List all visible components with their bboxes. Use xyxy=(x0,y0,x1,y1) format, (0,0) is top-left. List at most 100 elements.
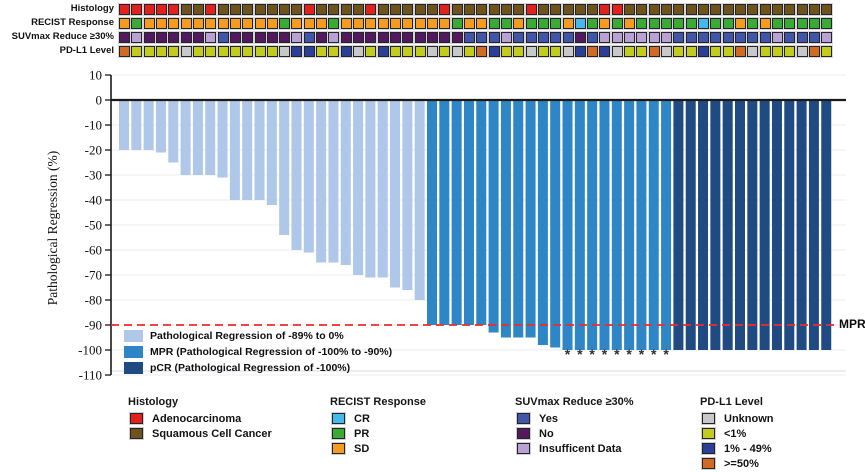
track-cell xyxy=(624,32,636,43)
bar xyxy=(414,101,425,300)
bar xyxy=(119,101,129,150)
swatch-suv-insufficient xyxy=(517,443,530,454)
track-cell xyxy=(488,4,500,15)
track-cell xyxy=(500,4,512,15)
legend-group-pdl1: PD-L1 Level Unknown <1% 1% - 49% >=50% xyxy=(700,396,774,472)
track-cell xyxy=(463,18,475,29)
track-cell xyxy=(291,4,303,15)
bar xyxy=(427,101,437,325)
y-tick-label: -20 xyxy=(85,143,102,158)
bar xyxy=(192,101,203,175)
track-cell xyxy=(439,46,451,57)
track-cell xyxy=(476,4,488,15)
track-cell xyxy=(784,18,796,29)
bar xyxy=(636,101,647,350)
bar xyxy=(439,101,450,325)
y-axis-title: Pathological Regression (%) xyxy=(45,151,60,305)
track-cell xyxy=(611,4,623,15)
legend-group-suvmax: SUVmax Reduce ≥30% Yes No Insufficent Da… xyxy=(515,396,634,458)
swatch-suv-yes xyxy=(517,413,530,424)
track-cell xyxy=(599,18,611,29)
track-cell xyxy=(636,46,648,57)
track-cell xyxy=(624,18,636,29)
track-cell xyxy=(180,4,192,15)
track-cell xyxy=(648,18,660,29)
track-cell xyxy=(266,18,278,29)
track-cell xyxy=(537,18,549,29)
bar xyxy=(747,101,758,350)
track-cell xyxy=(771,18,783,29)
track-cell xyxy=(217,4,229,15)
track-cell xyxy=(722,18,734,29)
track-cell xyxy=(808,46,820,57)
track-cell xyxy=(365,46,377,57)
track-cell xyxy=(427,32,438,43)
bar xyxy=(550,101,561,348)
track-cell xyxy=(698,4,710,15)
track-cell xyxy=(784,46,796,57)
track-cell xyxy=(390,4,402,15)
bar xyxy=(537,101,548,345)
track-cell xyxy=(636,32,648,43)
bar xyxy=(328,101,339,263)
track-cell xyxy=(316,4,328,15)
track-cell xyxy=(537,32,549,43)
swatch-sd xyxy=(332,443,345,454)
legend-swatch-light xyxy=(124,330,143,342)
track-cell xyxy=(550,46,562,57)
track-cell xyxy=(648,32,660,43)
legend-group-title: SUVmax Reduce ≥30% xyxy=(515,396,634,408)
track-cell xyxy=(735,4,746,15)
track-cell xyxy=(513,18,525,29)
track-cell xyxy=(574,4,586,15)
track-cell xyxy=(710,32,722,43)
track-cell xyxy=(500,46,512,57)
chart-legend: Pathological Regression of -89% to 0% MP… xyxy=(124,328,392,376)
y-tick-label: -100 xyxy=(78,343,102,358)
bar xyxy=(303,101,314,253)
track-label-recist: RECIST Response xyxy=(31,17,114,28)
track-cell xyxy=(488,46,500,57)
bar xyxy=(390,101,401,288)
track-cell xyxy=(685,32,697,43)
track-cell xyxy=(513,4,525,15)
track-cell xyxy=(759,4,771,15)
track-cell xyxy=(414,18,426,29)
track-cell xyxy=(747,32,759,43)
track-cell xyxy=(808,18,820,29)
track-cell xyxy=(119,32,130,43)
track-cell xyxy=(574,18,586,29)
track-cell xyxy=(328,46,340,57)
bar xyxy=(513,101,524,338)
track-cell xyxy=(316,32,328,43)
y-tick-label: -10 xyxy=(85,118,102,133)
track-cell xyxy=(796,4,808,15)
y-tick-label: -50 xyxy=(85,218,102,233)
legend-item-label: CR xyxy=(354,412,370,425)
track-cell xyxy=(229,46,241,57)
legend-item: 1% - 49% xyxy=(700,443,774,455)
track-cell xyxy=(192,32,204,43)
track-cell xyxy=(316,46,328,57)
y-tick-label: -80 xyxy=(85,293,102,308)
track-cell xyxy=(390,32,402,43)
track-cell xyxy=(365,4,377,15)
track-cell xyxy=(661,4,673,15)
asterisk: * xyxy=(626,346,632,362)
track-cell xyxy=(821,46,833,57)
track-cell xyxy=(229,32,241,43)
track-cell xyxy=(205,18,217,29)
legend-row: pCR (Pathological Regression of -100%) xyxy=(124,360,392,376)
y-tick-label: -70 xyxy=(85,268,102,283)
bar xyxy=(784,101,795,350)
legend-item: Squamous Cell Cancer xyxy=(128,428,272,440)
bar xyxy=(500,101,511,338)
track-cell xyxy=(155,18,167,29)
track-cell xyxy=(217,18,229,29)
track-cell xyxy=(759,46,771,57)
track-cell xyxy=(143,4,155,15)
track-cell xyxy=(735,46,746,57)
bar xyxy=(771,101,782,350)
asterisk: * xyxy=(577,346,583,362)
track-cell xyxy=(402,4,414,15)
